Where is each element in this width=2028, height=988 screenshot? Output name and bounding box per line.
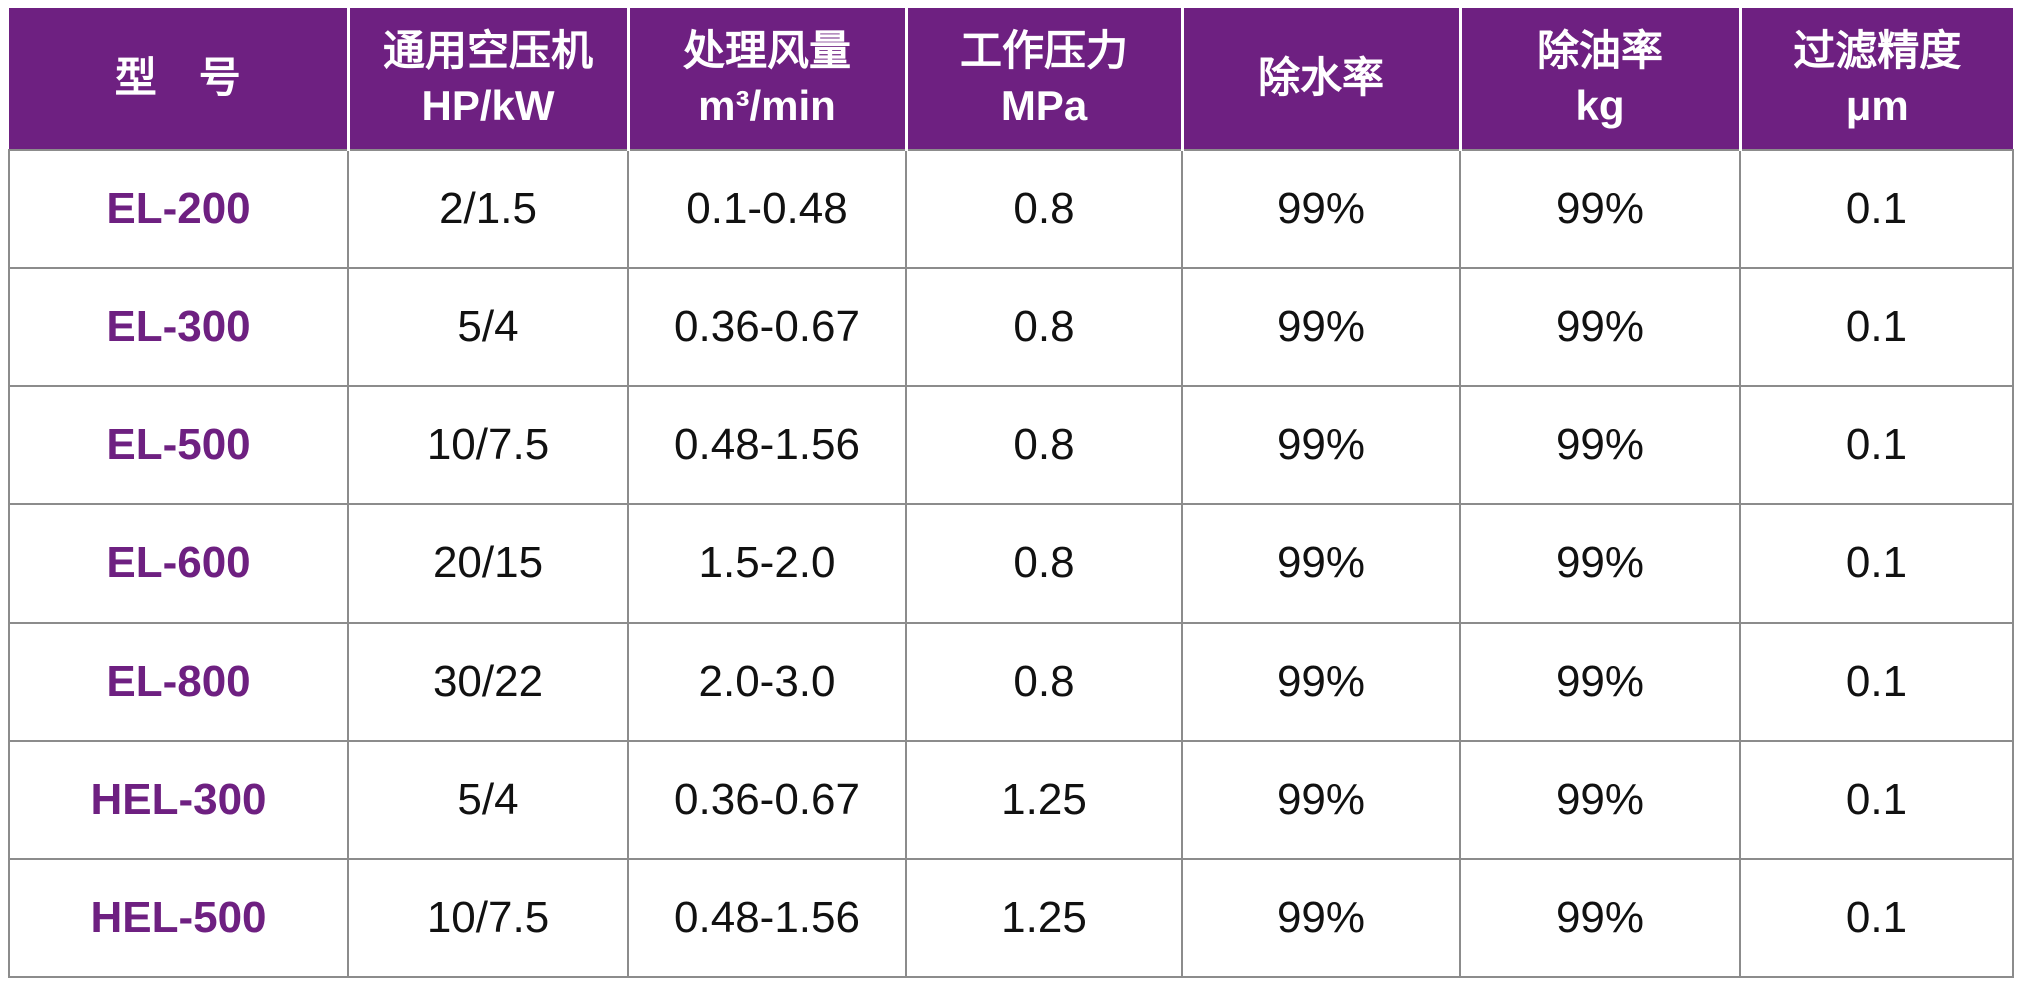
- flow-cell: 0.1-0.48: [627, 148, 907, 270]
- column-header-model: 型 号: [9, 8, 348, 151]
- power-cell: 2/1.5: [347, 148, 629, 270]
- pressure-cell: 0.8: [905, 148, 1183, 270]
- oil-removal-cell: 99%: [1459, 267, 1741, 388]
- header-row: 型 号 通用空压机 HP/kW 处理风量 m³/min 工作压力 MPa 除水率: [9, 8, 2013, 151]
- column-header-filtration-precision: 过滤精度 μm: [1738, 8, 2013, 151]
- model-cell: EL-800: [8, 621, 349, 742]
- column-header-oil-removal: 除油率 kg: [1458, 8, 1740, 151]
- header-unit: m³/min: [698, 81, 836, 129]
- precision-cell: 0.1: [1739, 503, 2014, 624]
- spec-table-container: 型 号 通用空压机 HP/kW 处理风量 m³/min 工作压力 MPa 除水率: [8, 8, 2014, 979]
- pressure-cell: 0.8: [905, 385, 1183, 506]
- power-cell: 30/22: [347, 621, 629, 742]
- power-cell: 10/7.5: [347, 857, 629, 979]
- power-cell: 5/4: [347, 739, 629, 860]
- column-header-working-pressure: 工作压力 MPa: [904, 8, 1182, 151]
- column-header-compressor-power: 通用空压机 HP/kW: [346, 8, 628, 151]
- header-label: 除油率: [1536, 26, 1663, 74]
- header-label: 除水率: [1257, 54, 1384, 102]
- flow-cell: 0.48-1.56: [627, 857, 907, 979]
- header-unit: HP/kW: [421, 81, 555, 129]
- water-removal-cell: 99%: [1181, 739, 1461, 860]
- header-label: 通用空压机: [382, 26, 593, 74]
- precision-cell: 0.1: [1739, 621, 2014, 742]
- model-cell: EL-500: [8, 385, 349, 506]
- flow-cell: 1.5-2.0: [627, 503, 907, 624]
- precision-cell: 0.1: [1739, 267, 2014, 388]
- precision-cell: 0.1: [1739, 148, 2014, 270]
- water-removal-cell: 99%: [1181, 267, 1461, 388]
- table-row: HEL-300 5/4 0.36-0.67 1.25 99% 99% 0.1: [8, 739, 2014, 860]
- model-cell: EL-600: [8, 503, 349, 624]
- header-unit: MPa: [1000, 81, 1088, 129]
- water-removal-cell: 99%: [1181, 503, 1461, 624]
- header-label: 型 号: [114, 54, 241, 102]
- water-removal-cell: 99%: [1181, 857, 1461, 979]
- oil-removal-cell: 99%: [1459, 739, 1741, 860]
- column-header-water-removal: 除水率: [1180, 8, 1460, 151]
- water-removal-cell: 99%: [1181, 385, 1461, 506]
- table-row: EL-300 5/4 0.36-0.67 0.8 99% 99% 0.1: [8, 267, 2014, 388]
- precision-cell: 0.1: [1739, 385, 2014, 506]
- header-label: 处理风量: [682, 26, 851, 74]
- table-row: HEL-500 10/7.5 0.48-1.56 1.25 99% 99% 0.…: [8, 857, 2014, 979]
- water-removal-cell: 99%: [1181, 621, 1461, 742]
- model-cell: EL-200: [8, 148, 349, 270]
- header-unit: kg: [1575, 81, 1625, 129]
- flow-cell: 0.36-0.67: [627, 739, 907, 860]
- precision-cell: 0.1: [1739, 739, 2014, 860]
- header-label: 过滤精度: [1793, 26, 1962, 74]
- precision-cell: 0.1: [1739, 857, 2014, 979]
- model-cell: HEL-500: [8, 857, 349, 979]
- pressure-cell: 1.25: [905, 739, 1183, 860]
- power-cell: 5/4: [347, 267, 629, 388]
- power-cell: 20/15: [347, 503, 629, 624]
- oil-removal-cell: 99%: [1459, 621, 1741, 742]
- flow-cell: 0.48-1.56: [627, 385, 907, 506]
- oil-removal-cell: 99%: [1459, 857, 1741, 979]
- pressure-cell: 0.8: [905, 267, 1183, 388]
- header-label: 工作压力: [959, 26, 1128, 74]
- oil-removal-cell: 99%: [1459, 503, 1741, 624]
- pressure-cell: 0.8: [905, 621, 1183, 742]
- table-row: EL-500 10/7.5 0.48-1.56 0.8 99% 99% 0.1: [8, 385, 2014, 506]
- pressure-cell: 1.25: [905, 857, 1183, 979]
- column-header-air-flow: 处理风量 m³/min: [626, 8, 906, 151]
- flow-cell: 0.36-0.67: [627, 267, 907, 388]
- water-removal-cell: 99%: [1181, 148, 1461, 270]
- power-cell: 10/7.5: [347, 385, 629, 506]
- oil-removal-cell: 99%: [1459, 385, 1741, 506]
- oil-removal-cell: 99%: [1459, 148, 1741, 270]
- table-row: EL-200 2/1.5 0.1-0.48 0.8 99% 99% 0.1: [8, 148, 2014, 270]
- flow-cell: 2.0-3.0: [627, 621, 907, 742]
- model-cell: EL-300: [8, 267, 349, 388]
- header-unit: μm: [1845, 81, 1909, 129]
- pressure-cell: 0.8: [905, 503, 1183, 624]
- spec-table: 型 号 通用空压机 HP/kW 处理风量 m³/min 工作压力 MPa 除水率: [8, 8, 2014, 979]
- table-row: EL-800 30/22 2.0-3.0 0.8 99% 99% 0.1: [8, 621, 2014, 742]
- model-cell: HEL-300: [8, 739, 349, 860]
- table-row: EL-600 20/15 1.5-2.0 0.8 99% 99% 0.1: [8, 503, 2014, 624]
